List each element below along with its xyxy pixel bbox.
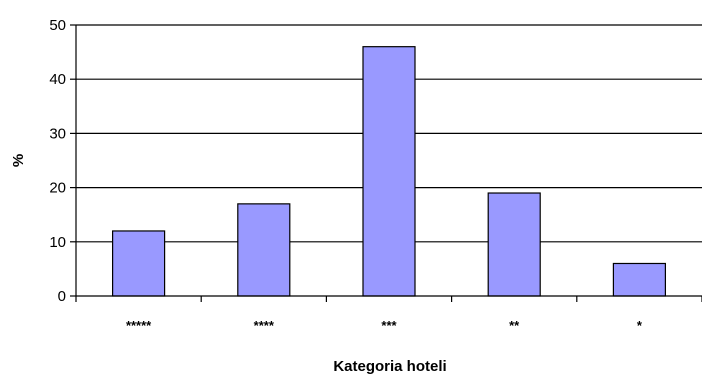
bar	[362, 46, 416, 297]
x-tick-labels: ***** **** *** ** *	[126, 318, 643, 333]
bar	[487, 192, 541, 297]
bar	[237, 203, 291, 297]
x-tick-label: ****	[254, 318, 275, 333]
x-tick-label: *****	[126, 318, 152, 333]
y-tick-label: 50	[49, 17, 66, 34]
axes	[70, 24, 702, 302]
bar	[111, 230, 166, 297]
y-tick-label: 0	[58, 288, 66, 305]
bar	[612, 262, 667, 297]
y-axis-title: %	[10, 154, 27, 167]
y-tick-label: 10	[49, 234, 66, 251]
x-tick-label: ***	[381, 318, 397, 333]
x-tick-label: **	[509, 318, 520, 333]
y-tick-label: 30	[49, 125, 66, 142]
x-tick-label: *	[637, 318, 643, 333]
bars	[111, 46, 667, 297]
x-axis-title: Kategoria hoteli	[333, 358, 446, 375]
y-tick-label: 40	[49, 71, 66, 88]
y-tick-labels: 0 10 20 30 40 50	[49, 17, 66, 305]
y-tick-label: 20	[49, 180, 66, 197]
